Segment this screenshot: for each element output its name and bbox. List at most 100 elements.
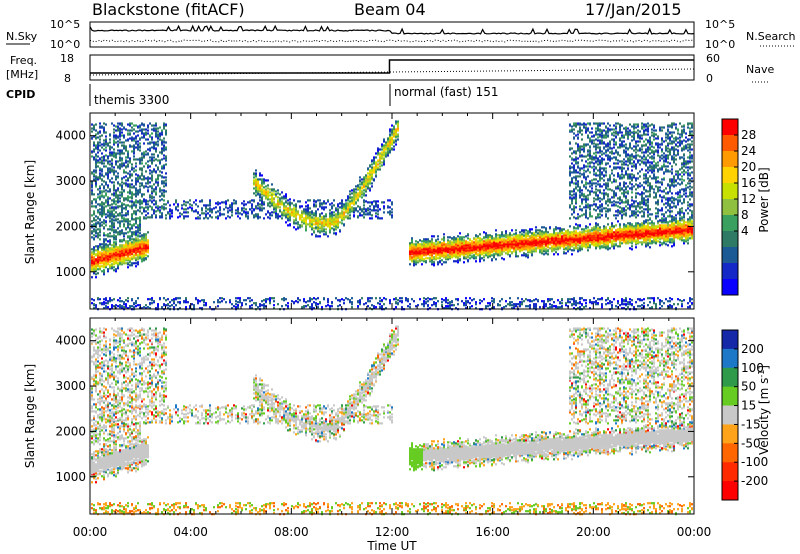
power-cell (321, 218, 323, 221)
power-cell (547, 300, 549, 303)
power-cell (377, 302, 379, 305)
power-cell (121, 177, 123, 180)
power-cell (493, 248, 495, 251)
power-cell (157, 127, 159, 130)
power-cell (95, 158, 97, 161)
power-cell (275, 195, 277, 198)
power-cell (365, 200, 367, 203)
power-cell (383, 207, 385, 210)
power-cell (115, 270, 117, 273)
power-cell (105, 149, 107, 152)
power-cell (237, 297, 239, 300)
power-cell (285, 304, 287, 307)
power-cell (319, 199, 321, 202)
power-cell (353, 188, 355, 191)
power-cell (489, 302, 491, 305)
power-cell (255, 194, 257, 197)
power-cell (235, 303, 237, 306)
power-cell (225, 200, 227, 203)
power-cell (399, 300, 401, 303)
power-cell (273, 197, 275, 200)
power-cell (395, 139, 397, 142)
power-cell (115, 134, 117, 137)
power-cell (91, 248, 93, 251)
power-cell (367, 175, 369, 178)
power-cell (111, 193, 113, 196)
power-cell (463, 236, 465, 239)
power-cell (119, 183, 121, 186)
power-cell (367, 300, 369, 303)
power-cell (137, 140, 139, 143)
power-cell (205, 302, 207, 305)
power-cell (287, 307, 289, 310)
power-cell (389, 213, 391, 216)
power-cell (183, 208, 185, 211)
power-cell (179, 297, 181, 300)
power-cell (557, 306, 559, 309)
power-cell (173, 300, 175, 303)
power-cell (135, 165, 137, 168)
power-cell (375, 215, 377, 218)
power-cell (549, 233, 551, 236)
power-cell (477, 235, 479, 238)
power-cell (133, 223, 135, 226)
power-cell (503, 234, 505, 237)
power-cell (183, 215, 185, 218)
power-cell (319, 213, 321, 216)
power-cell (103, 128, 105, 131)
power-cell (159, 138, 161, 141)
power-cell (123, 258, 125, 261)
power-cell (149, 156, 151, 159)
power-cell (113, 181, 115, 184)
power-cell (135, 162, 137, 165)
power-cell (287, 219, 289, 222)
power-cell (141, 136, 143, 139)
power-cell (245, 215, 247, 218)
power-cell (123, 223, 125, 226)
power-cell (153, 300, 155, 303)
power-cell (147, 180, 149, 183)
power-cell (149, 302, 151, 305)
power-cell (117, 305, 119, 308)
power-cell (299, 224, 301, 227)
power-cell (309, 306, 311, 309)
power-cell (133, 139, 135, 142)
power-cell (117, 129, 119, 132)
power-cell (235, 300, 237, 303)
power-cell (143, 175, 145, 178)
power-cell (529, 228, 531, 231)
power-cell (103, 144, 105, 147)
power-cell (449, 244, 451, 247)
power-cell (477, 240, 479, 243)
power-cell (245, 211, 247, 214)
power-cell (327, 298, 329, 301)
power-cell (261, 188, 263, 191)
power-cell (395, 297, 397, 300)
power-cell (297, 226, 299, 229)
power-cell (325, 215, 327, 218)
power-cell (447, 239, 449, 242)
power-cell (103, 175, 105, 178)
power-cell (467, 241, 469, 244)
power-cell (135, 302, 137, 305)
power-cell (95, 267, 97, 270)
power-cell (373, 169, 375, 172)
power-cell (405, 297, 407, 300)
power-cell (137, 224, 139, 227)
power-cell (131, 136, 133, 139)
power-cell (119, 132, 121, 135)
power-cell (375, 171, 377, 174)
power-cell (113, 166, 115, 169)
power-cell (161, 165, 163, 168)
power-cell (315, 204, 317, 207)
power-cell (125, 204, 127, 207)
power-cell (99, 302, 101, 305)
power-cell (163, 164, 165, 167)
power-cell (301, 215, 303, 218)
power-cell (269, 302, 271, 305)
power-cell (535, 247, 537, 250)
power-cell (103, 209, 105, 212)
power-cell (265, 196, 267, 199)
power-cell (101, 214, 103, 217)
power-cell (511, 251, 513, 254)
